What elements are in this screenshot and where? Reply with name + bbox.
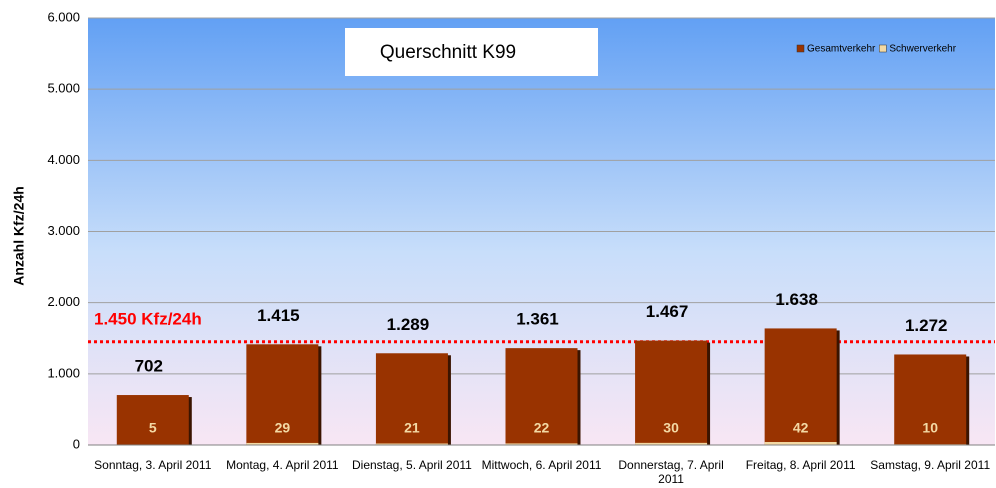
y-axis-label: Anzahl Kfz/24h <box>11 186 27 286</box>
value-label: 30 <box>663 420 679 436</box>
value-label: 42 <box>793 420 809 436</box>
legend-label: Gesamtverkehr <box>807 44 876 55</box>
x-tick-label: Samstag, 9. April 2011 <box>870 458 991 472</box>
value-label: 1.467 <box>646 302 689 321</box>
bar <box>894 354 967 445</box>
bar <box>375 443 448 445</box>
y-tick-label: 0 <box>73 436 80 451</box>
reference-label: 1.450 Kfz/24h <box>94 309 202 328</box>
value-label: 1.638 <box>775 290 818 309</box>
bar <box>246 442 319 445</box>
value-label: 29 <box>275 420 291 436</box>
y-tick-label: 6.000 <box>47 9 80 24</box>
bar <box>764 328 837 445</box>
value-label: 21 <box>404 420 420 436</box>
x-tick-label: Freitag, 8. April 2011 <box>745 458 856 472</box>
y-tick-label: 5.000 <box>47 81 80 96</box>
y-tick-label: 4.000 <box>47 152 80 167</box>
chart-title: Querschnitt K99 <box>380 42 516 63</box>
bar <box>635 442 708 445</box>
y-tick-label: 2.000 <box>47 294 80 309</box>
value-label: 1.361 <box>516 310 559 329</box>
bar <box>764 442 837 445</box>
x-tick-label: Mittwoch, 6. April 2011 <box>481 458 602 472</box>
bar <box>505 348 578 445</box>
x-tick-label: Sonntag, 3. April 2011 <box>94 458 212 472</box>
bar <box>116 395 189 445</box>
legend-swatch <box>796 44 805 53</box>
title-box <box>345 28 598 76</box>
legend-swatch <box>879 44 887 53</box>
y-tick-label: 3.000 <box>47 223 80 238</box>
bar <box>375 353 448 445</box>
value-label: 1.289 <box>387 315 430 334</box>
value-label: 702 <box>135 357 163 376</box>
value-label: 10 <box>922 420 938 436</box>
x-tick-label: Montag, 4. April 2011 <box>226 458 339 472</box>
bar <box>505 443 578 445</box>
value-label: 5 <box>149 420 157 436</box>
bar <box>246 344 319 445</box>
x-tick-label: Donnerstag, 7. April 2011 <box>618 458 724 486</box>
x-tick-label: Dienstag, 5. April 2011 <box>351 458 472 472</box>
value-label: 22 <box>534 420 550 436</box>
bar <box>635 340 708 445</box>
y-tick-label: 1.000 <box>47 365 80 380</box>
value-label: 1.415 <box>257 306 300 325</box>
value-label: 1.272 <box>905 316 948 335</box>
legend-label: Schwerverkehr <box>889 44 956 55</box>
